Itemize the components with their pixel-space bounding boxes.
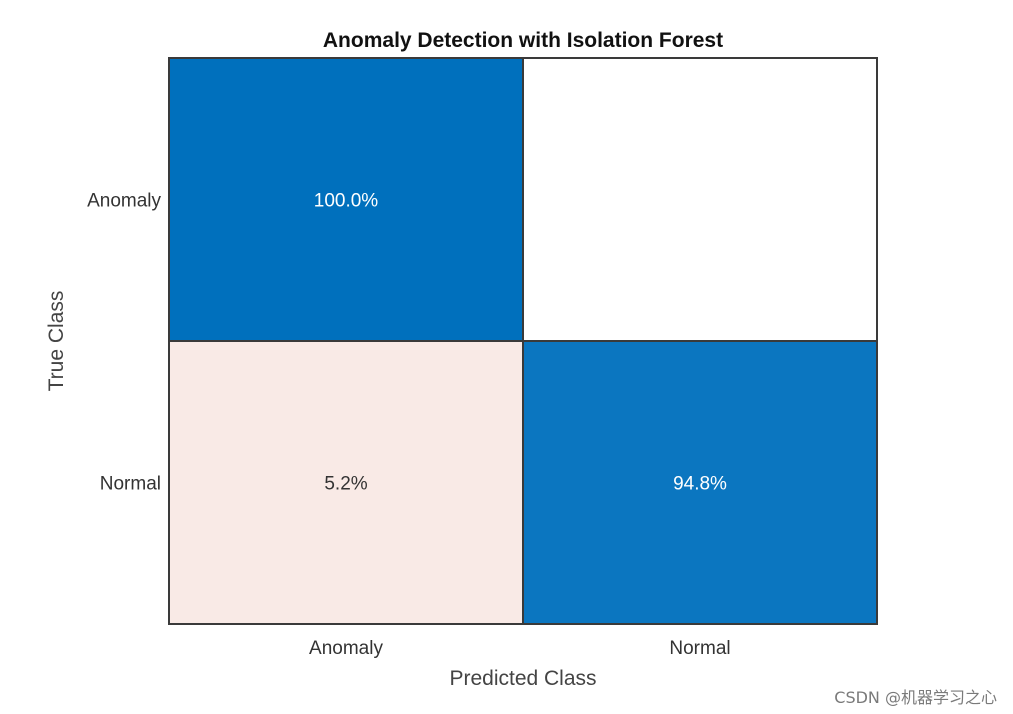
x-axis-label: Predicted Class <box>449 667 596 690</box>
watermark: CSDN @机器学习之心 <box>834 688 997 707</box>
y-tick-label: Normal <box>100 474 161 495</box>
cell-normal-anomaly <box>168 340 524 625</box>
x-tick-label: Anomaly <box>309 638 383 659</box>
cell-normal-normal <box>522 340 878 625</box>
cell-value-label: 5.2% <box>324 474 367 495</box>
chart-title: Anomaly Detection with Isolation Forest <box>323 29 723 52</box>
cell-value-label: 100.0% <box>314 191 379 212</box>
cell-anomaly-anomaly <box>168 57 524 342</box>
cell-value-label: 94.8% <box>673 474 727 495</box>
cell-anomaly-normal <box>522 57 878 342</box>
y-tick-label: Anomaly <box>87 191 161 212</box>
tick-labels: Anomaly Normal Anomaly Normal <box>87 191 731 660</box>
heatmap-cells: 100.0% 5.2% 94.8% <box>168 57 878 625</box>
y-axis-label: True Class <box>45 291 68 392</box>
x-tick-label: Normal <box>669 638 730 659</box>
